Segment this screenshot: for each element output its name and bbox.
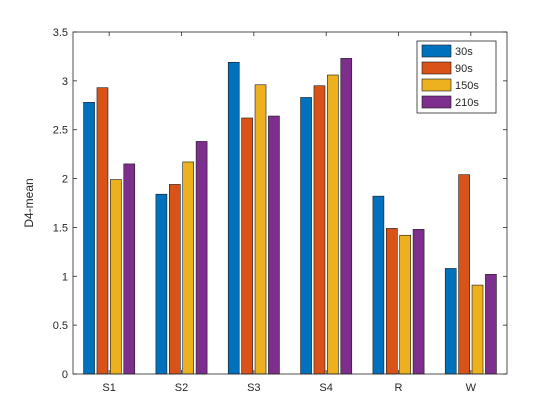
y-tick-label: 1 bbox=[62, 271, 68, 283]
y-tick-label: 2.5 bbox=[53, 125, 68, 137]
bar-S1-30s bbox=[83, 102, 95, 375]
bar-S3-30s bbox=[227, 61, 240, 375]
bar-S1-90s bbox=[96, 87, 109, 375]
bar-R-90s bbox=[385, 228, 398, 375]
y-ticks-group: 0 0.5 1 1.5 2 2.5 3 3.5 bbox=[53, 27, 507, 381]
bar-S1-210s bbox=[123, 163, 136, 375]
bar-S2-30s bbox=[155, 193, 168, 375]
bar-S4-210s bbox=[340, 58, 353, 375]
y-axis-label: D4-mean bbox=[22, 178, 36, 227]
y-tick-label: 3.5 bbox=[53, 27, 68, 39]
x-tick-label: S1 bbox=[102, 382, 115, 394]
bar-S2-90s bbox=[169, 184, 181, 375]
x-tick-label: S2 bbox=[175, 382, 188, 394]
bar-S1-150s bbox=[110, 179, 122, 375]
x-tick-label: S4 bbox=[319, 382, 332, 394]
y-tick-label: 0.5 bbox=[53, 320, 68, 332]
legend-swatch-150s bbox=[421, 78, 452, 92]
bar-S4-30s bbox=[300, 97, 312, 375]
axes-group bbox=[72, 31, 508, 375]
legend-label: 210s bbox=[455, 97, 479, 109]
legend: 30s 90s 150s 210s bbox=[416, 40, 497, 114]
bar-S2-210s bbox=[195, 141, 208, 375]
bar-W-30s bbox=[444, 268, 457, 375]
bar-S4-150s bbox=[327, 74, 339, 375]
legend-swatch-90s bbox=[421, 61, 452, 75]
bar-W-210s bbox=[485, 274, 497, 375]
y-tick-label: 2 bbox=[62, 174, 68, 186]
bar-W-90s bbox=[458, 174, 470, 375]
legend-label: 150s bbox=[455, 80, 479, 92]
legend-swatch-210s bbox=[421, 95, 452, 109]
bar-S3-210s bbox=[268, 115, 280, 375]
x-tick-label: S3 bbox=[247, 382, 260, 394]
bar-R-30s bbox=[372, 195, 385, 375]
legend-swatch-30s bbox=[421, 44, 452, 58]
y-tick-label: 3 bbox=[62, 76, 68, 88]
bar-S3-150s bbox=[254, 84, 267, 375]
bar-S3-90s bbox=[241, 117, 253, 375]
bar-W-150s bbox=[471, 284, 484, 375]
y-tick-label: 1.5 bbox=[53, 222, 68, 234]
legend-label: 90s bbox=[455, 63, 473, 75]
x-tick-label: W bbox=[466, 382, 477, 394]
y-tick-label: 0 bbox=[62, 369, 68, 381]
x-tick-label: R bbox=[395, 382, 403, 394]
x-ticks-group: S1 S2 S3 S4 R W bbox=[102, 32, 477, 394]
bar-S4-90s bbox=[313, 85, 326, 375]
bar-S2-150s bbox=[182, 161, 194, 375]
axes-box bbox=[72, 31, 508, 375]
bar-R-210s bbox=[412, 229, 425, 375]
legend-label: 30s bbox=[455, 46, 473, 58]
bar-R-150s bbox=[399, 234, 412, 375]
